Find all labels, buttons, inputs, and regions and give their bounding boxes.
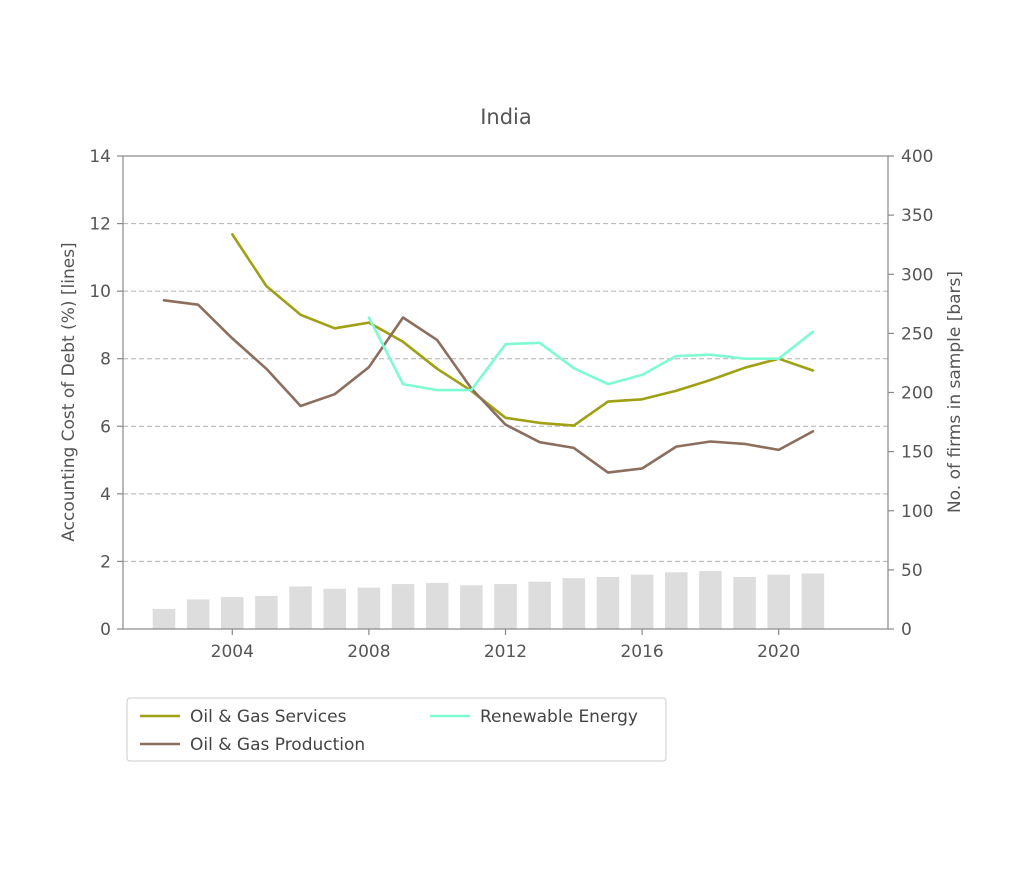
y-tick-label: 2 (100, 552, 111, 572)
y2-tick-label: 400 (901, 147, 933, 167)
bar (767, 574, 790, 629)
y-tick-label: 12 (89, 215, 111, 235)
chart-title: India (480, 105, 532, 129)
y2-tick-label: 100 (901, 502, 933, 522)
bar (289, 586, 312, 629)
y2-axis-title: No. of firms in sample [bars] (945, 271, 965, 513)
series-line (162, 298, 815, 474)
y-tick-label: 4 (100, 485, 111, 505)
y-tick-label: 6 (100, 417, 111, 437)
bar (699, 571, 722, 629)
legend-box (126, 697, 667, 762)
bar (733, 576, 756, 629)
y-axis-right: 0 50 100 150 200 250 300 350 400 (888, 147, 933, 640)
bar (221, 597, 244, 629)
y2-tick-label: 0 (901, 620, 912, 640)
plot-frame (122, 155, 889, 630)
x-tick-label: 2008 (347, 642, 390, 662)
bar (152, 608, 176, 629)
bar-series (152, 571, 825, 629)
y-axis-title: Accounting Cost of Debt (%) [lines] (59, 242, 79, 541)
bar (494, 584, 517, 629)
legend-label: Oil & Gas Services (190, 707, 347, 727)
y2-tick-label: 200 (901, 384, 933, 404)
x-tick-label: 2012 (484, 642, 527, 662)
legend: Oil & Gas Services Oil & Gas Production Re… (126, 697, 667, 762)
x-tick-label: 2020 (757, 642, 800, 662)
series-line (231, 233, 815, 427)
bar (460, 585, 483, 629)
y2-tick-label: 150 (901, 443, 933, 463)
x-tick-label: 2016 (620, 642, 663, 662)
x-tick-label: 2004 (211, 642, 254, 662)
bar (528, 581, 551, 629)
bar (562, 578, 586, 629)
line-series (162, 233, 815, 474)
legend-label: Oil & Gas Production (190, 735, 365, 755)
y2-tick-label: 250 (901, 324, 933, 344)
y2-tick-label: 50 (901, 561, 923, 581)
y2-tick-label: 350 (901, 206, 933, 226)
y2-tick-label: 300 (901, 265, 933, 285)
bar (357, 587, 381, 629)
grid-lines (123, 223, 888, 562)
y-tick-label: 10 (89, 282, 111, 302)
bar (425, 582, 449, 629)
y-tick-label: 0 (100, 620, 111, 640)
legend-label: Renewable Energy (480, 707, 638, 727)
y-axis-left: 0 2 4 6 8 10 12 14 (89, 147, 123, 640)
series-line (367, 316, 815, 392)
bar (255, 595, 278, 629)
bar (596, 576, 620, 629)
bar (391, 584, 415, 629)
bar (801, 573, 825, 629)
x-axis: 2004 2008 2012 2016 2020 (211, 629, 800, 662)
y-tick-label: 14 (89, 147, 111, 167)
bar (664, 572, 688, 629)
bar (323, 588, 347, 629)
bar (186, 599, 210, 629)
bar (630, 574, 654, 629)
y-tick-label: 8 (100, 350, 111, 370)
